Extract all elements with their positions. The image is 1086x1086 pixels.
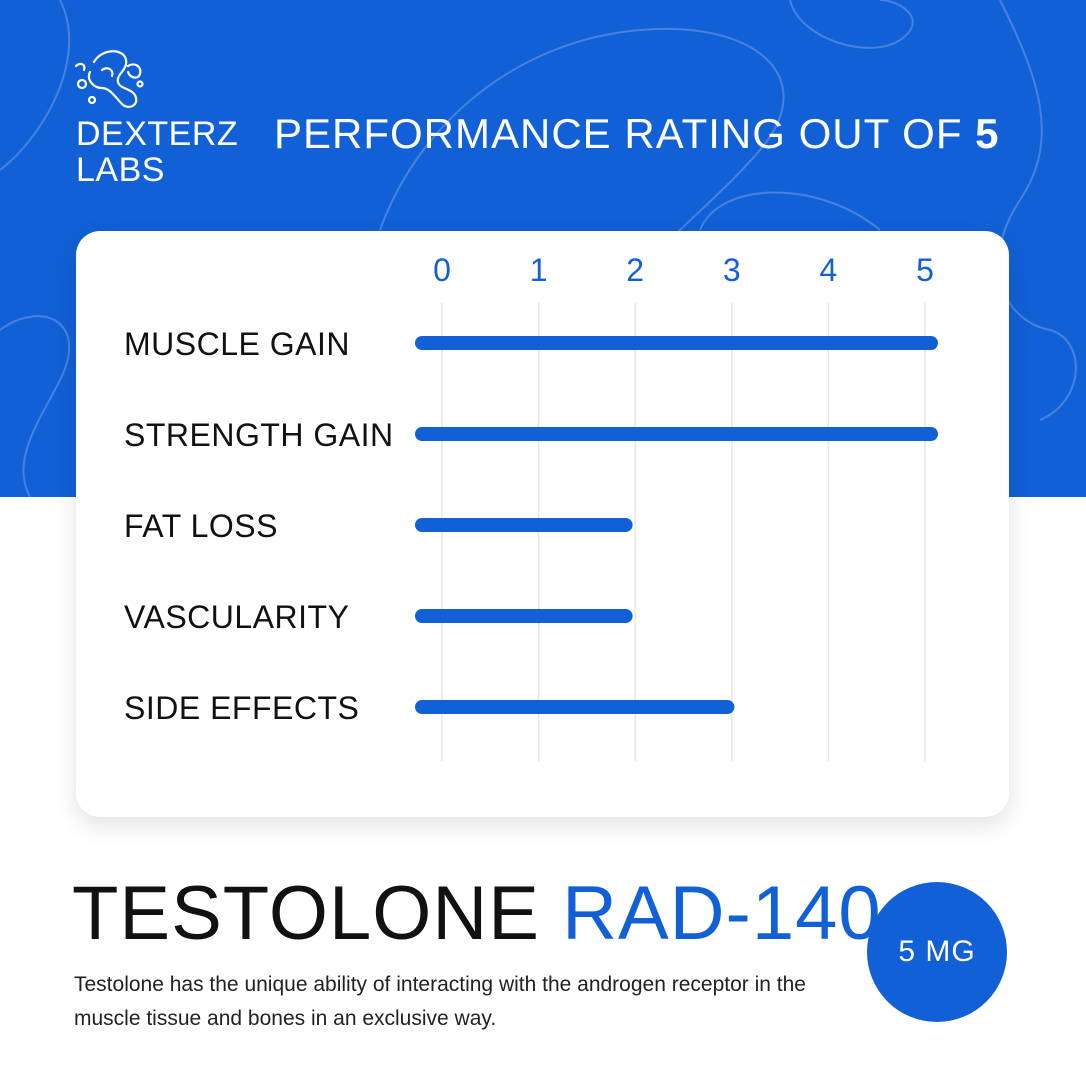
- product-name: TESTOLONE: [72, 871, 540, 956]
- heading-text: PERFORMANCE RATING OUT OF: [274, 110, 976, 157]
- product-description: Testolone has the unique ability of inte…: [74, 973, 806, 1030]
- dose-badge: 5 MG: [867, 882, 1007, 1022]
- tick-label-5: 5: [916, 252, 934, 288]
- heading-highlight: 5: [975, 110, 1000, 157]
- rating-chart: 0 1 2 3 4 5 MUSCLE GAIN STRENGTH GAIN FAT LOSS V…: [124, 252, 938, 761]
- dose-label: 5 MG: [898, 935, 976, 968]
- molecule-logo-icon: [74, 50, 144, 108]
- tick-label-4: 4: [820, 252, 838, 288]
- category-label: MUSCLE GAIN: [124, 326, 350, 362]
- category-label: VASCULARITY: [124, 599, 349, 635]
- brand-name-line2: LABS: [76, 151, 165, 189]
- brand-name-line1: DEXTERZ: [76, 115, 239, 153]
- page-heading: PERFORMANCE RATING OUT OF 5: [274, 110, 1000, 158]
- brand-logo: DEXTERZ LABS: [72, 44, 238, 188]
- rating-chart-card: 0 1 2 3 4 5 MUSCLE GAIN STRENGTH GAIN FAT LOSS V…: [76, 231, 1009, 817]
- tick-label-0: 0: [433, 252, 451, 288]
- product-title: TESTOLONE RAD-140: [72, 870, 882, 957]
- category-label: STRENGTH GAIN: [124, 417, 394, 453]
- product-code: RAD-140: [562, 871, 882, 956]
- category-label: FAT LOSS: [124, 508, 278, 544]
- tick-label-2: 2: [626, 252, 644, 288]
- category-label: SIDE EFFECTS: [124, 690, 359, 726]
- background-curves-decoration: [0, 0, 1077, 497]
- tick-label-1: 1: [530, 252, 548, 288]
- tick-label-3: 3: [723, 252, 741, 288]
